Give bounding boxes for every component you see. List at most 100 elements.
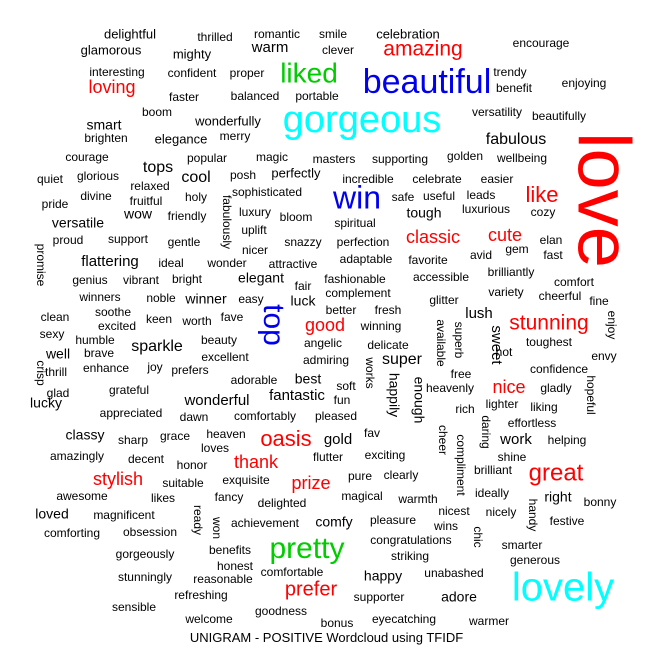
word-cozy: cozy <box>531 205 556 219</box>
word-benefit: benefit <box>496 81 533 95</box>
word-stylish: stylish <box>93 469 143 489</box>
word-fantastic: fantastic <box>269 387 325 404</box>
word-pure: pure <box>348 469 372 483</box>
word-quiet: quiet <box>37 172 64 186</box>
word-fruitful: fruitful <box>130 194 163 208</box>
word-wonderfully: wonderfully <box>194 113 261 128</box>
word-vibrant: vibrant <box>123 273 160 287</box>
word-chic: chic <box>471 526 485 547</box>
word-stunningly: stunningly <box>118 570 172 584</box>
word-boom: boom <box>142 105 172 119</box>
word-uplift: uplift <box>241 223 267 237</box>
word-unabashed: unabashed <box>424 566 483 580</box>
word-bloom: bloom <box>280 210 313 224</box>
word-wellbeing: wellbeing <box>496 151 547 165</box>
word-classy: classy <box>66 427 105 443</box>
word-joy: joy <box>146 360 162 374</box>
word-awesome: awesome <box>56 489 108 503</box>
word-heaven: heaven <box>206 427 245 441</box>
word-heavenly: heavenly <box>426 381 474 395</box>
word-dawn: dawn <box>180 410 209 424</box>
word-smarter: smarter <box>502 538 543 552</box>
word-warmth: warmth <box>397 492 437 506</box>
word-love: love <box>562 132 645 268</box>
word-glorious: glorious <box>77 169 119 183</box>
word-festive: festive <box>550 514 585 528</box>
word-winner: winner <box>184 291 227 307</box>
word-beautifully: beautifully <box>532 109 586 123</box>
word-comforting: comforting <box>44 526 100 540</box>
word-suitable: suitable <box>162 476 204 490</box>
word-worth: worth <box>181 314 211 328</box>
word-magical: magical <box>341 489 382 503</box>
word-oasis: oasis <box>260 426 311 451</box>
word-winners: winners <box>78 290 120 304</box>
word-ideal: ideal <box>158 256 183 270</box>
word-exquisite: exquisite <box>222 473 270 487</box>
chart-title: UNIGRAM - POSITIVE Wordcloud using TFIDF <box>189 630 464 645</box>
word-brilliantly: brilliantly <box>488 265 535 279</box>
word-wow: wow <box>123 206 153 222</box>
word-fav: fav <box>364 426 380 440</box>
word-bright: bright <box>172 272 203 286</box>
word-divine: divine <box>80 189 112 203</box>
word-popular: popular <box>187 151 227 165</box>
word-spiritual: spiritual <box>334 216 375 230</box>
word-honest: honest <box>217 559 254 573</box>
word-gem: gem <box>505 242 528 256</box>
word-amazingly: amazingly <box>50 449 104 463</box>
word-gorgeous: gorgeous <box>283 99 441 141</box>
word-excited: excited <box>98 319 136 333</box>
word-useful: useful <box>423 189 455 203</box>
word-smile: smile <box>319 27 347 41</box>
word-confidence: confidence <box>530 362 588 376</box>
word-mighty: mighty <box>173 46 212 61</box>
word-promise: promise <box>34 244 48 287</box>
word-noble: noble <box>146 291 176 305</box>
word-loving: loving <box>88 77 135 97</box>
word-adaptable: adaptable <box>340 252 393 266</box>
word-adore: adore <box>441 589 477 605</box>
word-easy: easy <box>238 292 263 306</box>
word-bonus: bonus <box>321 616 354 630</box>
word-comfy: comfy <box>315 514 352 530</box>
word-sweet: sweet <box>488 325 505 365</box>
word-right: right <box>544 489 571 505</box>
word-easier: easier <box>481 172 514 186</box>
word-elegant: elegant <box>238 270 284 286</box>
word-likes: likes <box>151 491 175 505</box>
word-like: like <box>525 182 558 207</box>
word-best: best <box>295 371 322 387</box>
word-appreciated: appreciated <box>100 406 163 420</box>
word-support: support <box>108 232 149 246</box>
word-helping: helping <box>548 433 587 447</box>
word-congratulations: congratulations <box>370 533 451 547</box>
word-effortless: effortless <box>508 416 556 430</box>
word-sophisticated: sophisticated <box>232 185 302 199</box>
word-incredible: incredible <box>342 172 394 186</box>
word-cheerful: cheerful <box>539 289 582 303</box>
word-perfectly: perfectly <box>271 165 321 180</box>
word-striking: striking <box>391 549 429 563</box>
word-soothe: soothe <box>95 305 131 319</box>
word-fabulously: fabulously <box>220 195 234 249</box>
word-thank: thank <box>234 452 279 472</box>
word-wonderful: wonderful <box>183 392 249 409</box>
word-elan: elan <box>540 233 563 247</box>
word-clean: clean <box>41 310 70 324</box>
word-gentle: gentle <box>168 235 201 249</box>
word-posh: posh <box>230 168 256 182</box>
word-glitter: glitter <box>429 293 458 307</box>
word-enough: enough <box>411 377 427 424</box>
word-great: great <box>529 459 584 486</box>
word-loves: loves <box>201 441 229 455</box>
word-amazing: amazing <box>383 38 462 61</box>
word-thrilled: thrilled <box>197 30 232 44</box>
word-available: available <box>434 319 448 367</box>
word-snazzy: snazzy <box>284 235 321 249</box>
word-accessible: accessible <box>413 270 469 284</box>
word-achievement: achievement <box>231 516 300 530</box>
word-wins: wins <box>433 519 458 533</box>
word-safe: safe <box>392 190 415 204</box>
